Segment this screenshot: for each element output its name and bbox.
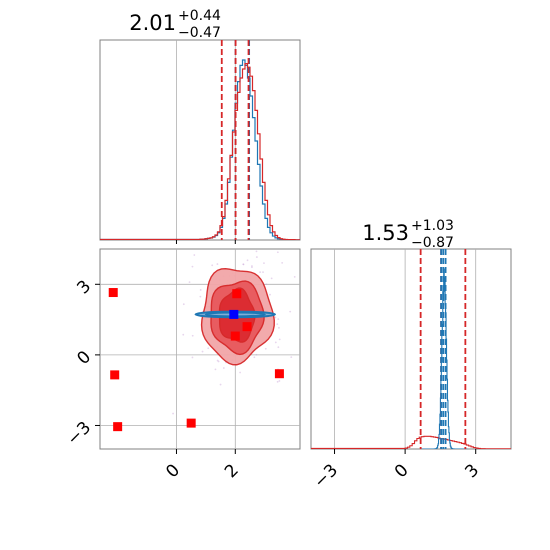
red-square-marker-0: [108, 288, 118, 298]
scatter-point: [264, 347, 267, 350]
contour-plot: [100, 221, 329, 449]
scatter-point: [201, 350, 204, 353]
hist-param1-plot: [100, 40, 300, 240]
scatter-point: [278, 326, 280, 329]
hist-param2-plot: [311, 249, 511, 449]
title-param1: 2.01 +0.44 −0.47: [129, 8, 221, 41]
scatter-point: [262, 271, 264, 274]
scatter-point: [277, 346, 280, 349]
title-param2-minus: −0.87: [411, 235, 454, 251]
scatter-point: [281, 261, 284, 264]
scatter-point: [277, 318, 280, 321]
scatter-point: [172, 412, 174, 415]
tick-label-2d-y-0: −3: [63, 418, 95, 450]
scatter-point: [259, 271, 262, 274]
red-square-marker-3: [186, 418, 196, 428]
scatter-point: [222, 367, 225, 369]
scatter-point: [199, 295, 202, 298]
scatter-point: [214, 368, 217, 371]
scatter-point: [182, 333, 185, 336]
hist2-series-a-line: [420, 268, 468, 449]
hist1-series-a-line: [100, 59, 300, 240]
title-param2-plus: +1.03: [411, 218, 454, 234]
red-square-marker-4: [232, 289, 242, 299]
scatter-point: [224, 221, 226, 223]
tick-label-hist2-x-1: 0: [391, 460, 413, 482]
tick-label-hist2-x-2: 3: [461, 460, 483, 482]
scatter-point: [193, 254, 196, 256]
tick-label-2d-y-2: 3: [73, 277, 95, 299]
scatter-point: [270, 277, 273, 280]
title-param1-minus: −0.47: [178, 25, 221, 41]
panel-hist-param1: [99, 39, 301, 241]
scatter-point: [269, 293, 271, 296]
tick-label-2d-x-0: 0: [162, 460, 184, 482]
scatter-point: [216, 263, 219, 265]
title-param1-plus: +0.44: [178, 8, 221, 24]
scatter-point: [276, 380, 279, 383]
red-square-marker-5: [230, 331, 240, 341]
scatter-point: [290, 356, 293, 359]
panel-2d-contour: [99, 248, 301, 450]
scatter-point: [217, 360, 220, 363]
scatter-point: [255, 256, 258, 258]
scatter-point: [251, 265, 253, 267]
scatter-point: [274, 316, 277, 319]
scatter-point: [263, 262, 265, 265]
red-square-marker-7: [274, 369, 284, 379]
scatter-point: [278, 380, 281, 382]
tick-label-hist2-x-0: −3: [310, 460, 342, 492]
scatter-point: [327, 303, 329, 305]
scatter-point: [253, 356, 256, 359]
scatter-point: [242, 263, 245, 266]
scatter-point: [246, 259, 249, 262]
scatter-point: [199, 289, 202, 291]
scatter-point: [293, 275, 296, 278]
hist1-series-b-line: [100, 63, 300, 240]
scatter-point: [276, 323, 279, 326]
scatter-point: [216, 359, 219, 362]
scatter-point: [239, 371, 242, 374]
title-param2-value: 1.53: [362, 221, 409, 245]
scatter-point: [188, 281, 191, 284]
scatter-point: [223, 245, 225, 247]
red-square-marker-6: [242, 322, 252, 332]
red-square-marker-2: [113, 422, 123, 432]
title-param1-value: 2.01: [129, 11, 176, 35]
scatter-point: [182, 303, 185, 306]
blue-square-marker: [229, 309, 239, 319]
scatter-point: [251, 266, 253, 269]
scatter-point: [255, 250, 258, 253]
scatter-point: [276, 251, 279, 254]
scatter-point: [191, 265, 194, 268]
scatter-point: [207, 347, 210, 350]
red-square-marker-1: [110, 370, 120, 380]
scatter-point: [187, 232, 189, 234]
scatter-point: [211, 264, 214, 267]
scatter-point: [265, 283, 268, 286]
scatter-point: [289, 310, 292, 313]
scatter-point: [242, 263, 245, 266]
hist2-series-b-line: [311, 435, 511, 449]
scatter-point: [255, 353, 258, 356]
scatter-point: [191, 334, 194, 337]
scatter-point: [219, 383, 222, 386]
panel-hist-param2: [310, 248, 512, 450]
title-param2: 1.53 +1.03 −0.87: [362, 218, 454, 251]
scatter-point: [274, 341, 277, 344]
scatter-point: [191, 356, 194, 359]
scatter-point: [278, 338, 281, 341]
tick-label-2d-y-1: 0: [73, 347, 95, 369]
tick-label-2d-x-1: 2: [221, 460, 243, 482]
